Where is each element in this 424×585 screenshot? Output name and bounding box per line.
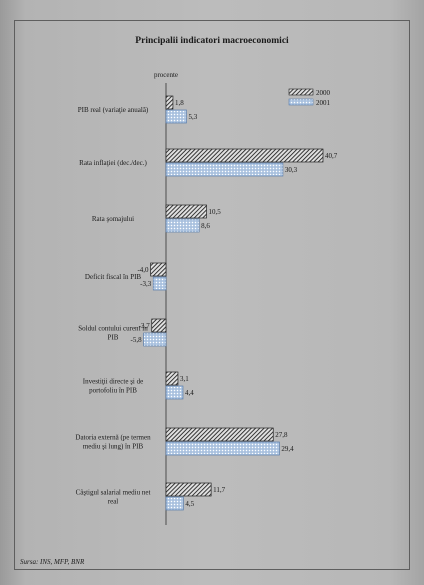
category-label: Rata inflaţiei (dec./dec.) (79, 159, 147, 167)
bar-2000-4 (151, 318, 167, 333)
bar-2000-7 (165, 482, 212, 497)
bar-2001-1 (165, 162, 284, 177)
legend: 2000 2001 (288, 88, 331, 107)
bar-2000-3 (150, 262, 167, 277)
source-note: Sursa: INS, MFP, BNR (20, 558, 85, 566)
bar-2000-5 (165, 371, 179, 386)
category-label: Soldul contului curent în (78, 325, 148, 333)
data-label-2000-7: 11,7 (213, 486, 225, 494)
category-label: Rata şomajului (92, 215, 134, 223)
data-label-2000-2: 10,5 (209, 208, 222, 216)
data-label-2000-6: 27,8 (275, 431, 288, 439)
bar-2000-0 (165, 95, 174, 110)
data-label-2000-0: 1,8 (175, 99, 184, 107)
category-label: real (108, 498, 119, 506)
data-label-2000-4: -3,7 (139, 322, 151, 330)
data-label-2001-4: -5,8 (131, 336, 143, 344)
bar-2000-6 (165, 427, 274, 442)
category-label: mediu şi lung) în PIB (83, 443, 144, 451)
data-label-2001-3: -3,3 (140, 280, 152, 288)
data-label-2001-6: 29,4 (281, 445, 294, 453)
bar-2000-2 (165, 204, 207, 219)
category-label: Deficit fiscal în PIB (85, 273, 142, 281)
bar-2001-6 (165, 441, 280, 456)
bar-2001-2 (165, 218, 200, 233)
legend-label-2001: 2001 (316, 99, 331, 107)
bar-2001-7 (165, 496, 184, 511)
chart-frame (14, 20, 410, 570)
bar-2000-1 (165, 148, 324, 163)
data-label-2001-1: 30,3 (285, 166, 298, 174)
data-label-2001-2: 8,6 (201, 222, 210, 230)
category-label: Datoria externă (pe termen (75, 434, 151, 442)
bar-2001-3 (152, 276, 167, 291)
legend-label-2000: 2000 (316, 89, 331, 97)
bar-2001-4 (143, 332, 167, 347)
data-label-2000-5: 3,1 (180, 375, 189, 383)
category-label: PIB real (variaţie anuală) (78, 106, 149, 114)
data-label-2001-5: 4,4 (185, 389, 194, 397)
bar-2001-5 (165, 385, 184, 400)
unit-label: procente (154, 71, 178, 79)
data-label-2000-3: -4,0 (137, 266, 149, 274)
chart-title: Principalii indicatori macroeconomici (135, 36, 289, 46)
category-label: Investiţii directe şi de (83, 378, 143, 386)
legend-swatch-2001 (288, 98, 314, 106)
category-label: Câştigul salarial mediu net (76, 489, 151, 497)
category-label: PIB (108, 334, 119, 342)
bar-2001-0 (165, 109, 187, 124)
category-label: portofoliu în PIB (89, 387, 137, 395)
legend-swatch-2000 (288, 88, 314, 96)
data-label-2000-1: 40,7 (325, 152, 338, 160)
data-label-2001-7: 4,5 (185, 500, 194, 508)
data-label-2001-0: 5,3 (188, 113, 197, 121)
